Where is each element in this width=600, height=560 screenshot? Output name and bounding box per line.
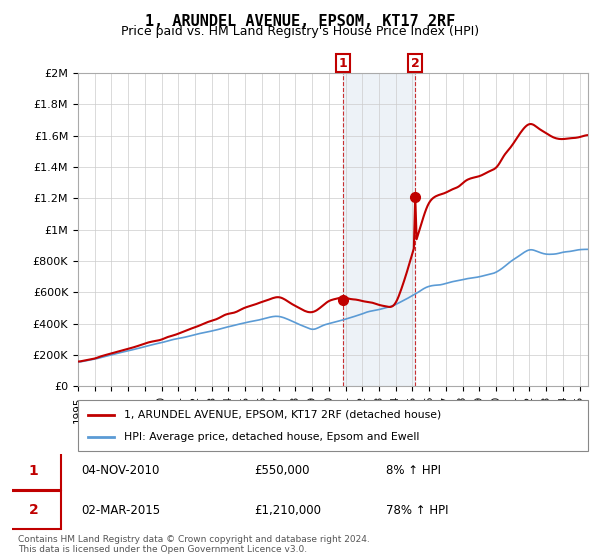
- FancyBboxPatch shape: [6, 491, 61, 529]
- FancyBboxPatch shape: [78, 400, 588, 451]
- Text: 04-NOV-2010: 04-NOV-2010: [81, 464, 160, 477]
- Text: 1: 1: [338, 57, 347, 69]
- Text: HPI: Average price, detached house, Epsom and Ewell: HPI: Average price, detached house, Epso…: [124, 432, 419, 442]
- Text: 8% ↑ HPI: 8% ↑ HPI: [386, 464, 442, 477]
- Text: 2: 2: [411, 57, 419, 69]
- Text: 1, ARUNDEL AVENUE, EPSOM, KT17 2RF: 1, ARUNDEL AVENUE, EPSOM, KT17 2RF: [145, 14, 455, 29]
- Text: 02-MAR-2015: 02-MAR-2015: [81, 503, 160, 516]
- Text: Price paid vs. HM Land Registry's House Price Index (HPI): Price paid vs. HM Land Registry's House …: [121, 25, 479, 38]
- Text: £1,210,000: £1,210,000: [254, 503, 321, 516]
- Text: 78% ↑ HPI: 78% ↑ HPI: [386, 503, 449, 516]
- FancyBboxPatch shape: [6, 452, 61, 489]
- Text: £550,000: £550,000: [254, 464, 310, 477]
- Text: Contains HM Land Registry data © Crown copyright and database right 2024.
This d: Contains HM Land Registry data © Crown c…: [18, 535, 370, 554]
- Text: 2: 2: [28, 503, 38, 517]
- Text: 1: 1: [28, 464, 38, 478]
- Text: 1, ARUNDEL AVENUE, EPSOM, KT17 2RF (detached house): 1, ARUNDEL AVENUE, EPSOM, KT17 2RF (deta…: [124, 409, 441, 419]
